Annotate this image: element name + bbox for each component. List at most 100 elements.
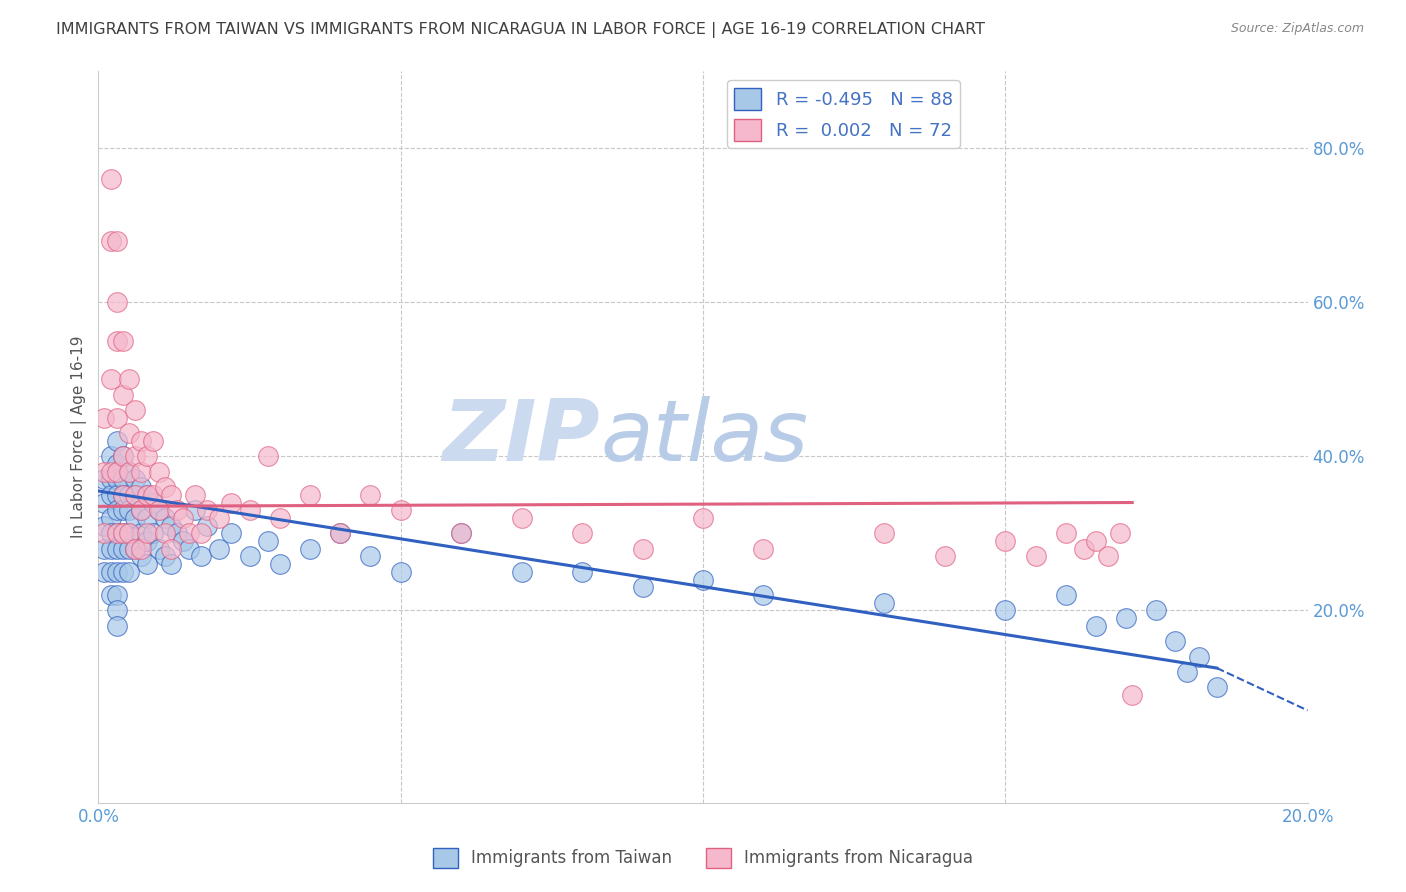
Point [105, 410, 128, 425]
Point [105, 465, 128, 479]
Point [118, 372, 141, 386]
Point [160, 557, 183, 571]
Point [135, 557, 157, 571]
Point [389, 565, 412, 579]
Point [190, 549, 212, 564]
Text: IMMIGRANTS FROM TAIWAN VS IMMIGRANTS FROM NICARAGUA IN LABOR FORCE | AGE 16-19 C: IMMIGRANTS FROM TAIWAN VS IMMIGRANTS FRO… [56, 22, 986, 38]
Point [221, 526, 243, 541]
Text: Source: ZipAtlas.com: Source: ZipAtlas.com [1230, 22, 1364, 36]
Point [129, 526, 152, 541]
Point [105, 503, 128, 517]
Point [135, 534, 157, 549]
Point [124, 472, 146, 486]
Point [269, 557, 291, 571]
Point [105, 588, 128, 602]
Point [153, 526, 176, 541]
Point [105, 526, 128, 541]
Point [124, 541, 146, 556]
Point [135, 526, 157, 541]
Point [172, 511, 194, 525]
Point [111, 334, 134, 348]
Point [510, 565, 533, 579]
Point [118, 526, 141, 541]
Point [179, 541, 201, 556]
Point [148, 503, 170, 517]
Point [100, 588, 122, 602]
Point [105, 472, 128, 486]
Point [299, 541, 322, 556]
Point [571, 526, 593, 541]
Point [239, 503, 262, 517]
Point [129, 480, 152, 494]
Point [105, 526, 128, 541]
Point [148, 465, 170, 479]
Point [360, 488, 382, 502]
Point [329, 526, 352, 541]
Point [752, 541, 775, 556]
Point [100, 472, 122, 486]
Point [111, 472, 134, 486]
Point [100, 450, 122, 464]
Point [153, 480, 176, 494]
Point [692, 511, 714, 525]
Point [129, 465, 152, 479]
Point [153, 511, 176, 525]
Point [93, 526, 115, 541]
Point [329, 526, 352, 541]
Point [172, 534, 194, 549]
Point [124, 488, 146, 502]
Point [135, 511, 157, 525]
Point [256, 534, 278, 549]
Point [166, 526, 188, 541]
Point [105, 434, 128, 448]
Point [111, 565, 134, 579]
Point [184, 503, 207, 517]
Point [256, 450, 278, 464]
Point [160, 488, 183, 502]
Point [160, 518, 183, 533]
Point [692, 573, 714, 587]
Point [208, 541, 231, 556]
Point [100, 465, 122, 479]
Point [93, 472, 115, 486]
Point [93, 410, 115, 425]
Point [105, 541, 128, 556]
Point [111, 488, 134, 502]
Point [100, 526, 122, 541]
Point [1175, 665, 1198, 679]
Point [100, 172, 122, 186]
Text: atlas: atlas [600, 395, 808, 479]
Point [118, 526, 141, 541]
Point [1085, 534, 1108, 549]
Point [631, 580, 654, 594]
Point [100, 234, 122, 248]
Point [111, 450, 134, 464]
Point [239, 549, 262, 564]
Point [124, 450, 146, 464]
Point [1024, 549, 1046, 564]
Point [1163, 634, 1185, 648]
Point [179, 526, 201, 541]
Point [111, 526, 134, 541]
Point [1073, 541, 1095, 556]
Point [1206, 681, 1229, 695]
Point [135, 488, 157, 502]
Point [571, 565, 593, 579]
Point [105, 565, 128, 579]
Point [1054, 588, 1077, 602]
Point [873, 526, 896, 541]
Point [105, 457, 128, 471]
Point [100, 488, 122, 502]
Point [142, 495, 165, 509]
Point [111, 503, 134, 517]
Point [105, 618, 128, 632]
Point [118, 488, 141, 502]
Legend: R = -0.495   N = 88, R =  0.002   N = 72: R = -0.495 N = 88, R = 0.002 N = 72 [727, 80, 960, 148]
Text: ZIP: ZIP [443, 395, 600, 479]
Point [129, 434, 152, 448]
Point [93, 465, 115, 479]
Point [221, 495, 243, 509]
Point [752, 588, 775, 602]
Point [129, 541, 152, 556]
Point [208, 511, 231, 525]
